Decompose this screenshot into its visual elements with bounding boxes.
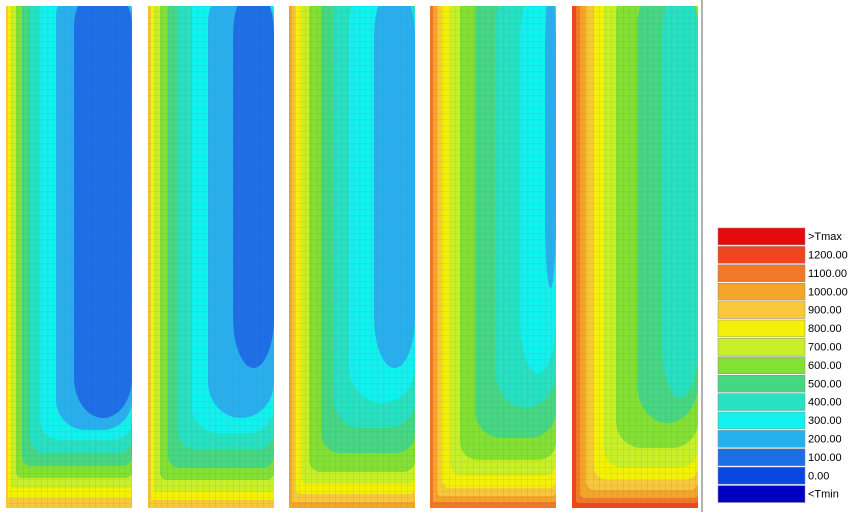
top-margin <box>0 0 700 6</box>
legend-label: 0.00 <box>808 470 829 482</box>
legend-label: 700.00 <box>808 342 842 354</box>
legend-swatch <box>717 227 806 246</box>
legend-swatch <box>717 264 806 282</box>
legend-label: 1000.00 <box>808 286 848 298</box>
legend-swatch <box>717 282 806 301</box>
legend-swatch <box>717 430 806 448</box>
mesh <box>289 6 415 508</box>
mesh <box>572 6 698 508</box>
legend-swatch <box>717 485 806 503</box>
contour-panel <box>289 0 415 508</box>
legend-label: 900.00 <box>808 305 842 317</box>
mesh <box>430 6 556 508</box>
legend-label: 100.00 <box>808 452 842 464</box>
contour-panel <box>148 0 274 508</box>
legend-swatch <box>717 356 806 374</box>
legend-swatch <box>717 319 806 338</box>
contour-panels <box>0 0 700 508</box>
legend-swatch <box>717 246 806 264</box>
legend-label: 400.00 <box>808 397 842 409</box>
legend-label: 1200.00 <box>808 250 848 262</box>
legend-swatch <box>717 448 806 466</box>
legend-label: <Tmin <box>808 489 839 501</box>
legend-swatch <box>717 466 806 485</box>
mesh <box>148 6 274 508</box>
legend-swatch <box>717 301 806 319</box>
legend-swatch <box>717 338 806 356</box>
mesh <box>6 6 132 508</box>
legend-label: 600.00 <box>808 360 842 372</box>
contour-panel <box>572 0 698 508</box>
legend-label: 200.00 <box>808 434 842 446</box>
legend-swatch <box>717 411 806 430</box>
legend-label: >Tmax <box>808 231 842 243</box>
legend-label: 500.00 <box>808 378 842 390</box>
legend-swatch <box>717 374 806 393</box>
contour-panel <box>6 0 132 508</box>
legend-label: 800.00 <box>808 323 842 335</box>
legend-label: 300.00 <box>808 415 842 427</box>
contour-panel <box>430 0 556 508</box>
legend: >Tmax 1200.00 1100.00 1000.00 900.00 800.00 70… <box>717 227 848 503</box>
legend-swatch <box>717 393 806 411</box>
legend-label: 1100.00 <box>808 268 847 280</box>
